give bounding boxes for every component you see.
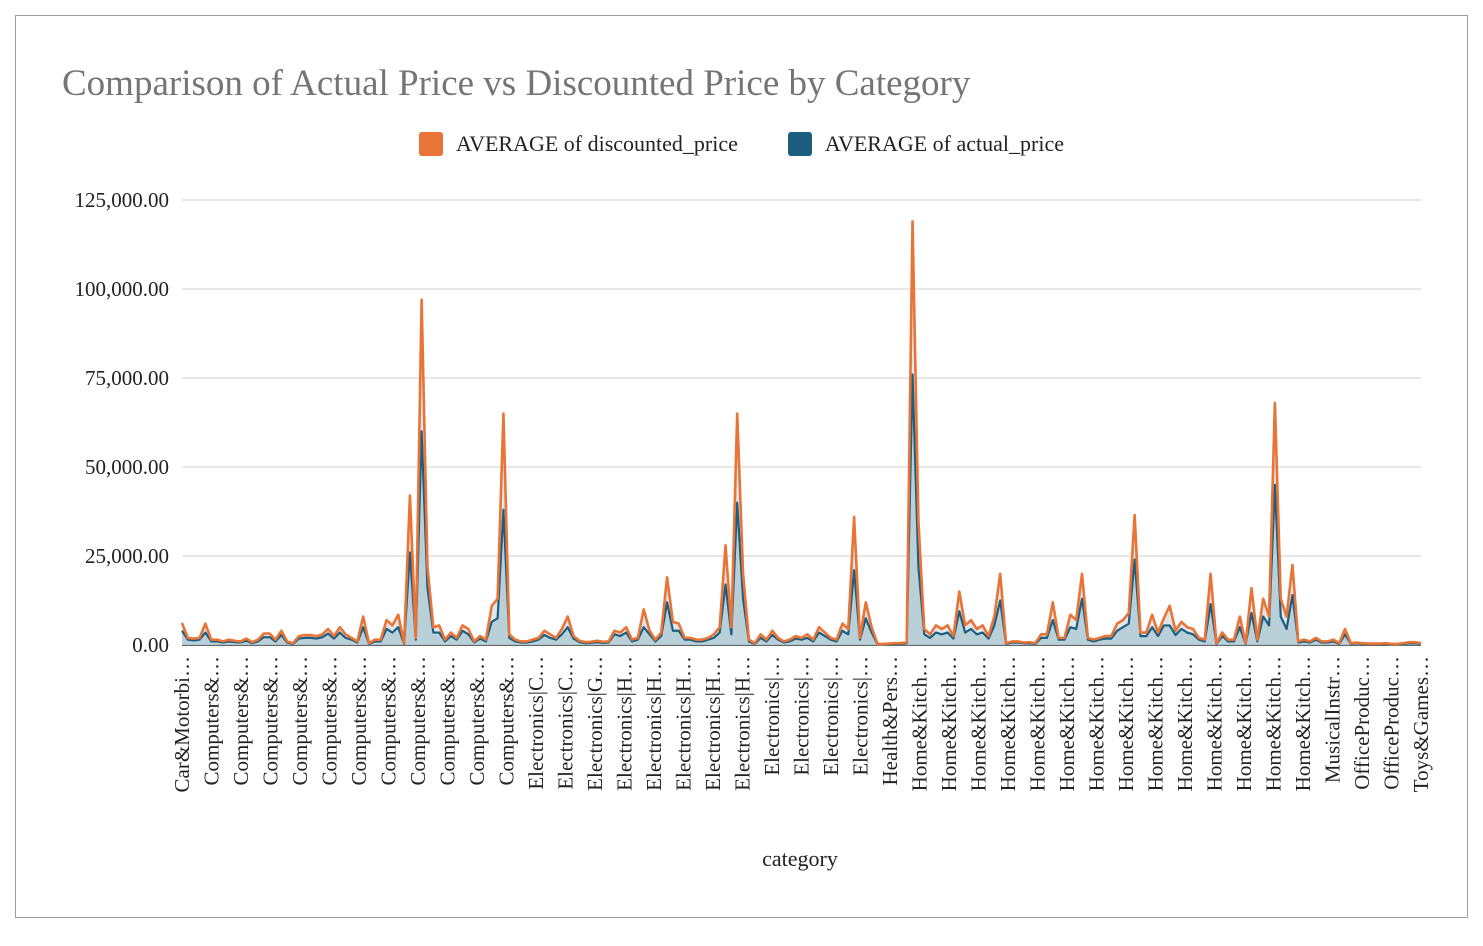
y-tick-label: 50,000.00 (85, 455, 169, 479)
x-tick-label: Computers&… (406, 656, 430, 786)
legend-item-actual[interactable]: AVERAGE of actual_price (787, 131, 1064, 157)
x-tick-label: Computers&… (200, 656, 224, 786)
chart-title: Comparison of Actual Price vs Discounted… (62, 63, 971, 104)
x-tick-label: MusicalInstr… (1321, 656, 1345, 783)
chart-legend: AVERAGE of discounted_price AVERAGE of a… (0, 131, 1483, 157)
x-tick-label: Computers&… (495, 656, 519, 786)
x-tick-label: Home&Kitch… (1203, 656, 1227, 791)
legend-swatch-discounted (419, 132, 444, 156)
y-tick-label: 75,000.00 (85, 366, 169, 390)
x-tick-label: Home&Kitch… (1085, 656, 1109, 791)
x-tick-label: Home&Kitch… (1262, 656, 1286, 791)
x-tick-label: Electronics|C… (554, 656, 578, 790)
y-tick-label: 125,000.00 (75, 188, 170, 212)
x-tick-label: Home&Kitch… (996, 656, 1020, 791)
y-tick-label: 25,000.00 (85, 544, 169, 568)
x-tick-label: Computers&… (436, 656, 460, 786)
x-tick-label: Computers&… (259, 656, 283, 786)
x-tick-label: Computers&… (288, 656, 312, 786)
x-tick-label: Health&Pers… (878, 656, 902, 785)
x-tick-label: Electronics|H… (701, 656, 725, 791)
x-tick-label: Electronics|… (790, 656, 814, 776)
x-axis-title: category (762, 846, 838, 871)
x-tick-label: Car&Motorbi… (170, 656, 194, 793)
x-tick-label: Computers&… (229, 656, 253, 786)
x-tick-label: Electronics|G… (583, 656, 607, 791)
x-tick-label: Electronics|H… (672, 656, 696, 791)
x-tick-label: Home&Kitch… (908, 656, 932, 791)
x-tick-label: Toys&Games… (1409, 656, 1433, 792)
legend-item-discounted[interactable]: AVERAGE of discounted_price (419, 131, 738, 157)
x-tick-label: Electronics|C… (524, 656, 548, 790)
x-tick-label: Electronics|H… (642, 656, 666, 791)
series-area-actual (182, 374, 1421, 645)
x-tick-label: Computers&… (465, 656, 489, 786)
legend-swatch-actual (787, 132, 812, 156)
x-tick-label: Computers&… (318, 656, 342, 786)
series-line-actual (181, 373, 1422, 646)
x-tick-label: Computers&… (377, 656, 401, 786)
legend-label-discounted: AVERAGE of discounted_price (456, 131, 738, 156)
x-tick-label: OfficeProduc… (1380, 656, 1404, 790)
y-tick-label: 100,000.00 (75, 277, 170, 301)
legend-label-actual: AVERAGE of actual_price (824, 131, 1064, 156)
x-tick-label: Electronics|… (760, 656, 784, 776)
y-tick-label: 0.00 (132, 633, 169, 657)
x-tick-label: Home&Kitch… (1173, 656, 1197, 791)
x-tick-label: Electronics|H… (731, 656, 755, 791)
x-tick-label: Electronics|… (849, 656, 873, 776)
x-tick-label: Home&Kitch… (1114, 656, 1138, 791)
x-tick-label: Home&Kitch… (937, 656, 961, 791)
x-tick-label: Home&Kitch… (1232, 656, 1256, 791)
x-tick-label: Home&Kitch… (1144, 656, 1168, 791)
series-area-discounted (182, 221, 1421, 646)
x-tick-label: OfficeProduc… (1350, 656, 1374, 790)
x-tick-label: Electronics|H… (613, 656, 637, 791)
x-tick-label: Home&Kitch… (967, 656, 991, 791)
series-line-discounted (180, 220, 1422, 646)
x-tick-label: Electronics|… (819, 656, 843, 776)
x-tick-label: Home&Kitch… (1291, 656, 1315, 791)
x-tick-label: Home&Kitch… (1026, 656, 1050, 791)
x-tick-label: Home&Kitch… (1055, 656, 1079, 791)
x-tick-label: Computers&… (347, 656, 371, 786)
